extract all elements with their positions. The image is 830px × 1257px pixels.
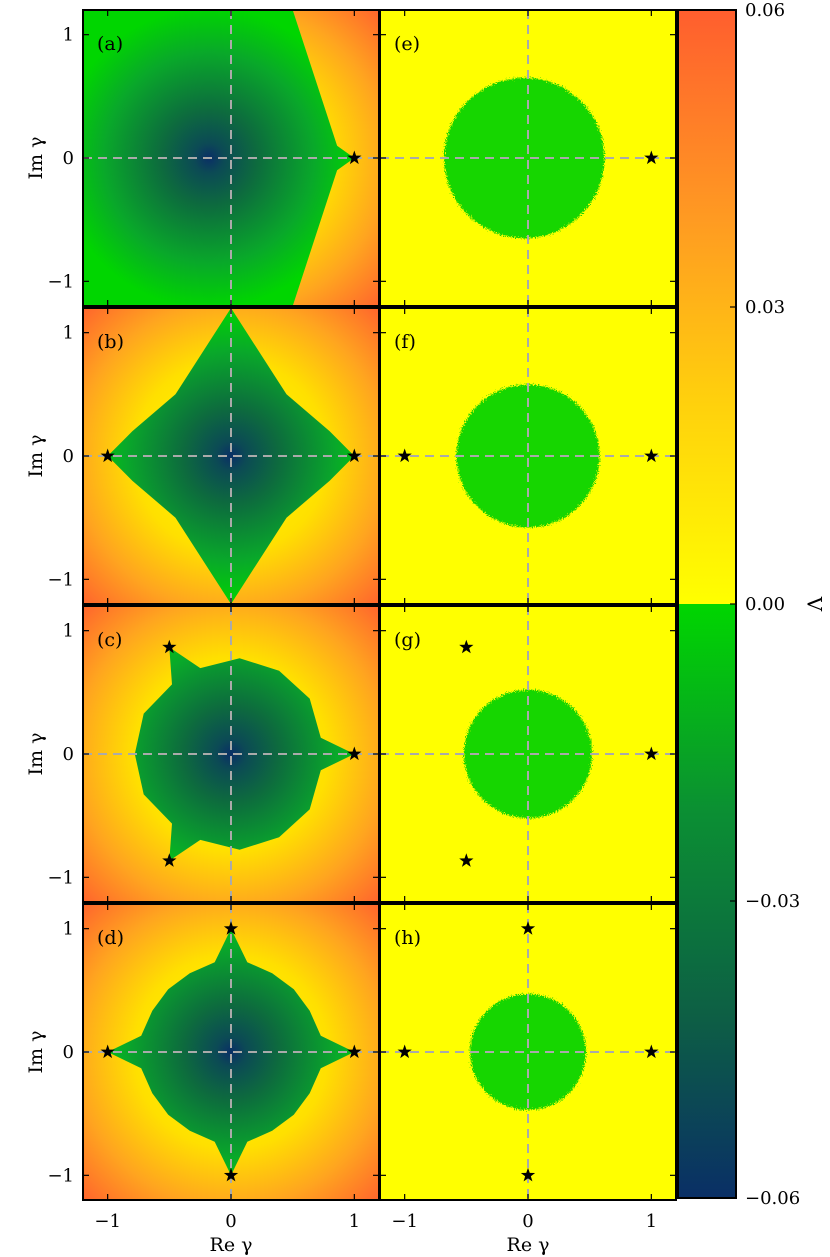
star-marker xyxy=(347,448,362,463)
colorbar-tick-label: 0.06 xyxy=(745,0,785,21)
star-marker xyxy=(644,150,659,165)
x-tick-label: 0 xyxy=(522,1211,533,1232)
y-axis-label: Im γ xyxy=(25,137,47,180)
negative-disk xyxy=(463,689,593,819)
y-tick-label: 0 xyxy=(63,744,74,765)
panel-label: (h) xyxy=(394,927,421,949)
y-tick-label: −1 xyxy=(47,1165,74,1186)
x-tick-label: 0 xyxy=(225,1211,236,1232)
colorbar-negative xyxy=(678,604,736,1198)
star-marker xyxy=(100,1044,115,1059)
y-tick-label: 0 xyxy=(63,446,74,467)
colorbar-label: Λ xyxy=(803,596,827,612)
panels: (a) −1 0 1 Im γ (b) −1 0 1 Im γ (c) −1 0 1 Im γ (d) −1 0 1… xyxy=(25,9,677,1256)
x-tick-label: −1 xyxy=(94,1211,121,1232)
y-tick-label: 1 xyxy=(63,919,74,940)
x-axis-label: Re γ xyxy=(507,1234,550,1256)
negative-basin xyxy=(107,308,355,604)
star-marker xyxy=(520,1167,536,1182)
x-tick-label: 1 xyxy=(646,1211,657,1232)
star-marker xyxy=(520,921,536,935)
y-tick-label: 1 xyxy=(63,323,74,344)
y-tick-label: −1 xyxy=(47,867,74,888)
colorbar-positive xyxy=(678,10,736,604)
star-marker xyxy=(644,746,659,761)
star-marker xyxy=(397,1044,412,1059)
y-tick-label: −1 xyxy=(47,271,74,292)
star-marker xyxy=(100,448,115,463)
panel-label: (a) xyxy=(97,33,123,55)
colorbar: 0.06 0.03 0.00 −0.03 −0.06 Λ xyxy=(677,0,827,1209)
y-axis-label: Im γ xyxy=(25,1031,47,1074)
colorbar-tick-label: −0.03 xyxy=(745,891,800,912)
x-tick-label: 1 xyxy=(349,1211,360,1232)
star-marker xyxy=(397,448,412,463)
negative-disk xyxy=(444,77,605,239)
panel-label: (g) xyxy=(394,629,421,651)
star-marker xyxy=(347,1044,362,1059)
panel-label: (e) xyxy=(394,33,420,55)
star-marker xyxy=(162,639,177,654)
colorbar-tick-label: 0.00 xyxy=(745,594,785,615)
panel-label: (d) xyxy=(97,927,124,949)
negative-basin xyxy=(107,928,355,1176)
star-marker xyxy=(459,853,474,867)
panel-label: (c) xyxy=(97,629,122,651)
y-tick-label: 1 xyxy=(63,25,74,46)
star-marker xyxy=(459,639,474,654)
star-marker xyxy=(644,448,659,463)
y-axis-label: Im γ xyxy=(25,435,47,478)
panel-c: (c) −1 0 1 Im γ xyxy=(25,605,380,903)
star-marker xyxy=(644,1044,659,1059)
panel-d: (d) −1 0 1 Im γ −1 0 1 Re γ xyxy=(25,903,380,1256)
panel-h: (h) −1 0 1 Re γ xyxy=(379,903,677,1256)
star-marker xyxy=(223,1167,239,1182)
y-tick-label: 1 xyxy=(63,621,74,642)
x-tick-label: −1 xyxy=(391,1211,418,1232)
y-tick-label: −1 xyxy=(47,569,74,590)
panel-g: (g) xyxy=(379,605,677,903)
colorbar-tick-label: 0.03 xyxy=(745,297,785,318)
panel-e: (e) xyxy=(379,9,677,307)
panel-f: (f) xyxy=(379,307,677,605)
panel-a: (a) −1 0 1 Im γ xyxy=(25,9,380,307)
negative-disk xyxy=(456,384,600,528)
x-axis-label: Re γ xyxy=(210,1234,253,1256)
negative-disk xyxy=(470,994,586,1110)
y-axis-label: Im γ xyxy=(25,733,47,776)
y-tick-label: 0 xyxy=(63,148,74,169)
star-marker xyxy=(223,921,239,935)
y-tick-label: 0 xyxy=(63,1042,74,1063)
colorbar-tick-label: −0.06 xyxy=(745,1188,800,1209)
negative-basin xyxy=(134,647,355,861)
star-marker xyxy=(347,746,362,761)
panel-b: (b) −1 0 1 Im γ xyxy=(25,307,380,605)
panel-label: (b) xyxy=(97,331,124,353)
star-marker xyxy=(347,150,362,165)
star-marker xyxy=(162,853,177,867)
panel-label: (f) xyxy=(394,331,416,353)
